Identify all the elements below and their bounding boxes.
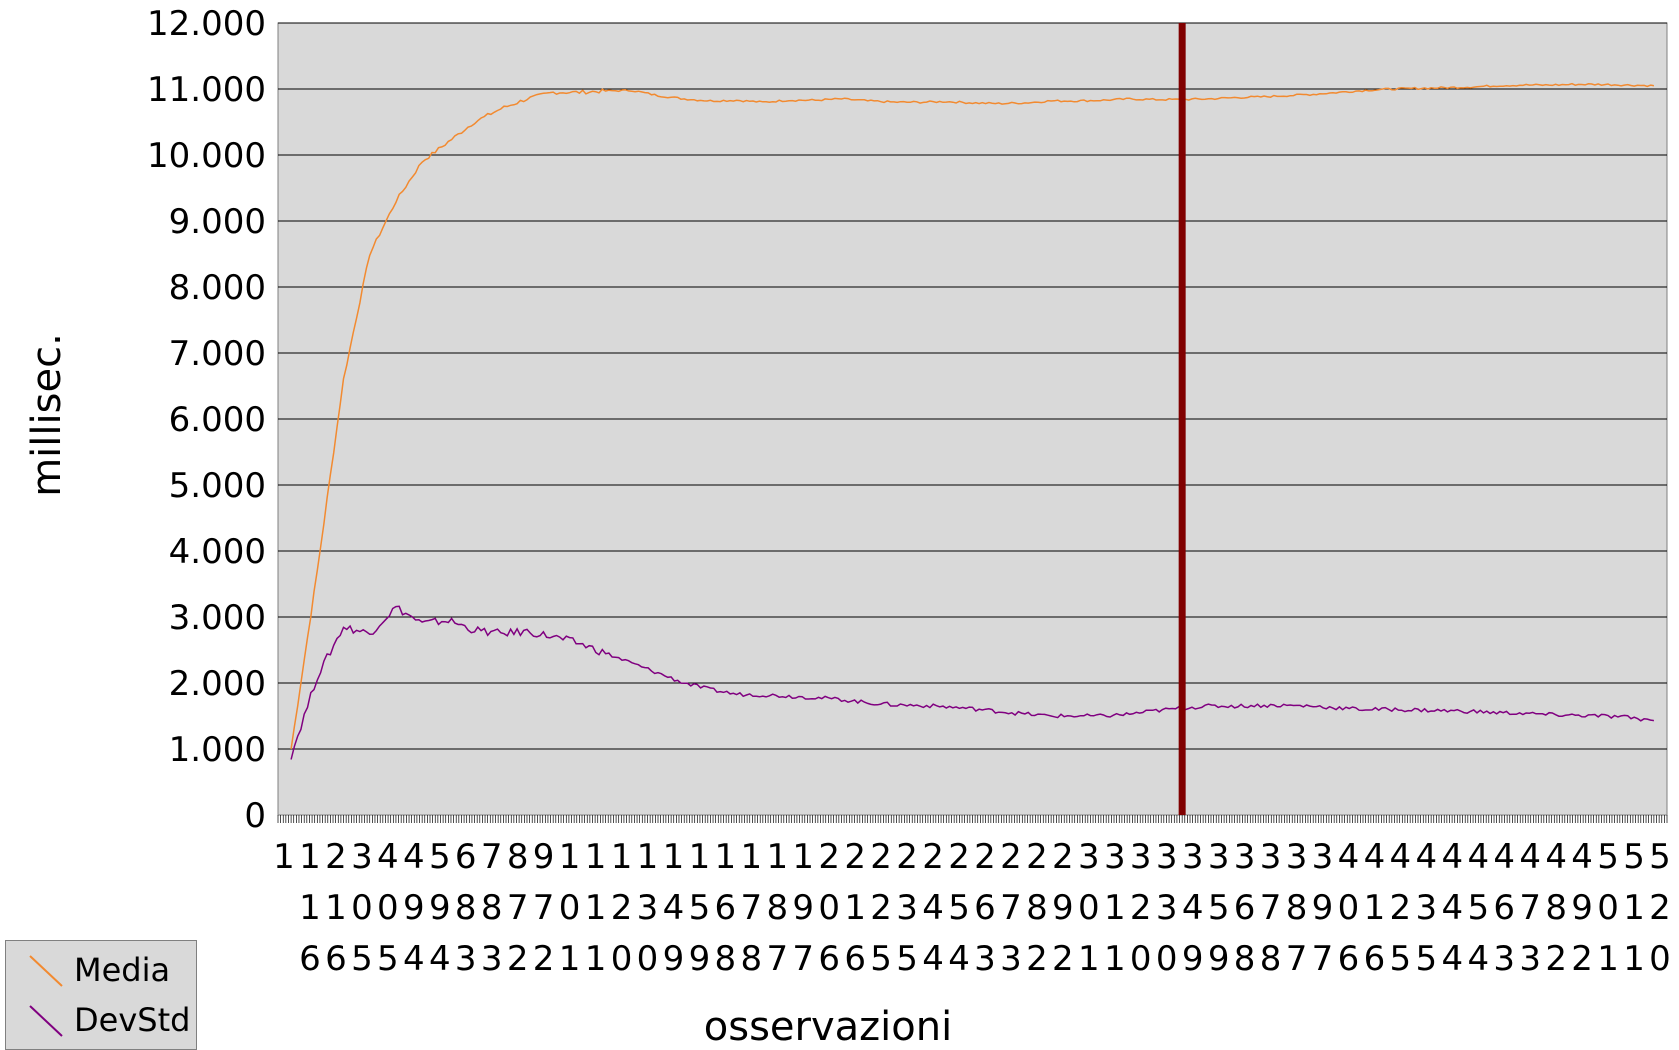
y-tick-label: 6.000: [169, 400, 266, 440]
y-axis-title: millisec.: [24, 333, 70, 497]
y-tick-label: 5.000: [169, 466, 266, 506]
series-line-media: [290, 82, 1655, 750]
legend-line-media-icon: [29, 955, 63, 987]
grid-lines: [278, 22, 1667, 750]
x-axis-ticks: 1 1 1 62 1 63 0 54 0 54 9 45 9 46 8 37 8 38 7 29 7 21 0 11 1 11 2 0…: [273, 837, 1671, 979]
legend-label-devstd: DevStd: [74, 1001, 191, 1039]
y-axis-ticks: 0 1.000 2.000 3.000 4.000 5.000 6.000 7.000 8.00…: [147, 4, 266, 836]
series-lines: [290, 82, 1655, 760]
y-tick-label: 8.000: [169, 268, 266, 308]
y-tick-label: 11.000: [147, 70, 266, 110]
series-line-devstd: [290, 605, 1655, 760]
x-axis-title: osservazioni: [704, 1004, 952, 1050]
x-tick-label: 1: [273, 837, 295, 877]
y-tick-label: 7.000: [169, 334, 266, 374]
y-tick-label: 4.000: [169, 532, 266, 572]
y-tick-label: 3.000: [169, 598, 266, 638]
y-tick-label: 0: [244, 796, 266, 836]
legend-item-media: Media: [26, 949, 170, 991]
y-tick-label: 2.000: [169, 664, 266, 704]
y-tick-label: 9.000: [169, 202, 266, 242]
legend-item-devstd: DevStd: [26, 999, 190, 1041]
y-tick-label: 1.000: [169, 730, 266, 770]
y-tick-label: 10.000: [147, 136, 266, 176]
legend-line-devstd-icon: [29, 1005, 63, 1037]
legend: Media DevStd: [5, 940, 197, 1050]
legend-label-media: Media: [74, 951, 171, 989]
x-axis-minor-ticks: [277, 815, 1668, 823]
y-tick-label: 12.000: [147, 4, 266, 44]
